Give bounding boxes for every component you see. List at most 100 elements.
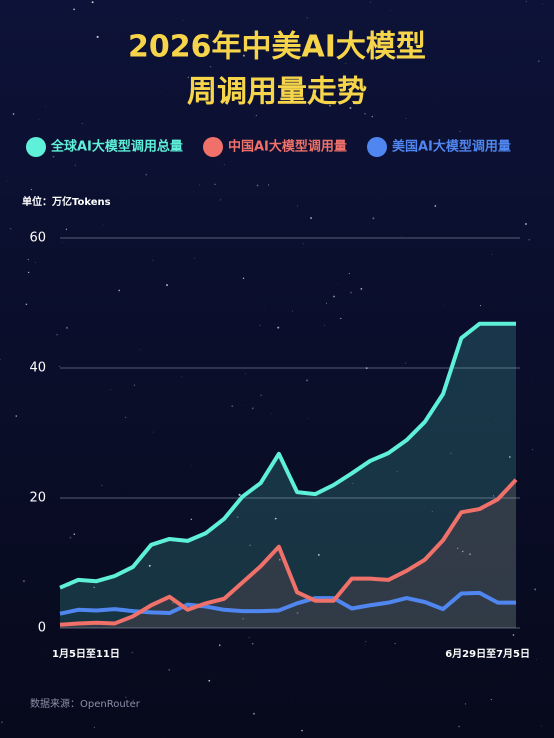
- star: [248, 636, 250, 639]
- star: [396, 471, 398, 473]
- star: [101, 484, 103, 486]
- x-tick-label: 1月5日至11日: [52, 648, 120, 660]
- star: [124, 416, 127, 419]
- star: [307, 418, 309, 419]
- star: [337, 283, 339, 284]
- star: [35, 262, 36, 263]
- star: [340, 317, 342, 320]
- star: [22, 580, 26, 583]
- star: [172, 602, 174, 604]
- star: [252, 712, 255, 715]
- star: [140, 349, 141, 351]
- star: [469, 553, 471, 555]
- star: [91, 1, 94, 4]
- star: [132, 699, 134, 701]
- source: 数据来源：OpenRouter: [30, 697, 141, 710]
- star: [274, 517, 277, 520]
- star: [30, 188, 33, 191]
- star: [58, 365, 60, 367]
- star: [65, 228, 68, 230]
- star: [56, 333, 59, 336]
- star: [491, 253, 493, 255]
- star: [190, 518, 192, 521]
- star: [345, 63, 347, 65]
- star: [490, 699, 492, 701]
- unit-label: 单位：万亿Tokens: [22, 195, 111, 208]
- star: [52, 155, 55, 158]
- star: [245, 373, 246, 374]
- star: [137, 356, 138, 357]
- series-area: [60, 479, 516, 628]
- star: [27, 259, 29, 261]
- star: [360, 287, 363, 290]
- x-tick-label: 6月29日至7月5日: [445, 648, 530, 660]
- star: [495, 419, 496, 420]
- star: [69, 536, 72, 539]
- star: [251, 407, 254, 410]
- star: [73, 8, 75, 11]
- star: [145, 173, 148, 176]
- star: [133, 384, 136, 386]
- star: [333, 295, 335, 298]
- star: [363, 644, 365, 646]
- star: [238, 493, 241, 496]
- star: [450, 452, 452, 455]
- star: [437, 100, 439, 102]
- legend-label: 中国AI大模型调用量: [228, 139, 347, 155]
- star: [199, 184, 201, 186]
- star: [62, 241, 63, 243]
- star: [161, 90, 163, 92]
- star: [317, 553, 320, 556]
- chart-title: 周调用量走势: [187, 75, 367, 110]
- star: [125, 696, 127, 698]
- star: [444, 303, 445, 305]
- star: [296, 205, 298, 207]
- star: [208, 679, 211, 682]
- legend-marker: [203, 137, 223, 157]
- star: [194, 258, 196, 259]
- star: [223, 164, 225, 166]
- star: [431, 511, 433, 512]
- star: [231, 405, 234, 407]
- star: [405, 117, 407, 119]
- star: [209, 66, 212, 68]
- star: [9, 227, 12, 230]
- legend-label: 全球AI大模型调用总量: [50, 139, 183, 155]
- star: [535, 658, 537, 660]
- star: [352, 482, 354, 484]
- star: [7, 180, 8, 182]
- star: [537, 60, 540, 63]
- star: [464, 703, 467, 705]
- y-tick-label: 60: [29, 231, 46, 246]
- star: [540, 725, 542, 727]
- star: [461, 550, 464, 553]
- star: [302, 243, 304, 245]
- star: [459, 131, 461, 133]
- star: [365, 641, 367, 643]
- star: [528, 239, 530, 241]
- star: [279, 559, 281, 561]
- star: [187, 76, 190, 79]
- star: [371, 115, 373, 118]
- star: [1, 721, 3, 723]
- star: [389, 10, 391, 12]
- star: [42, 649, 44, 651]
- chart-title: 2026年中美AI大模型: [128, 30, 426, 65]
- star: [524, 223, 527, 226]
- star: [350, 291, 352, 294]
- star: [131, 651, 133, 654]
- legend-label: 美国AI大模型调用量: [392, 139, 511, 155]
- star: [273, 37, 275, 39]
- star: [324, 325, 325, 326]
- star: [25, 303, 28, 306]
- star: [348, 273, 350, 274]
- star: [93, 27, 94, 28]
- star: [259, 324, 261, 326]
- star: [219, 199, 222, 201]
- star: [512, 634, 515, 636]
- star: [394, 643, 396, 645]
- star: [342, 73, 344, 74]
- star: [214, 183, 216, 185]
- star: [12, 113, 15, 115]
